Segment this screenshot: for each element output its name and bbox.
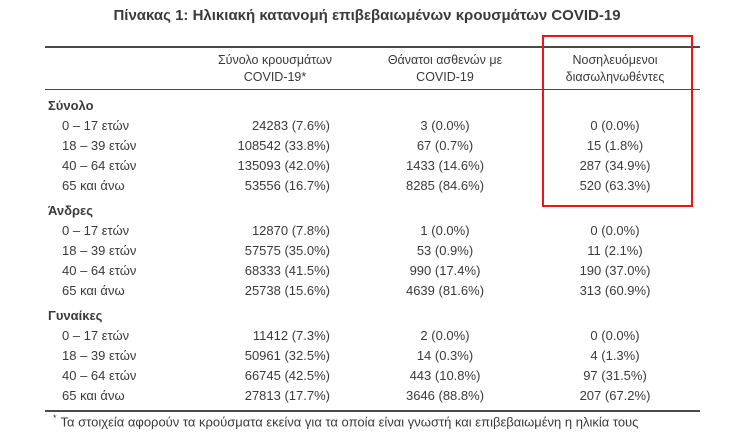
footnote-marker: * [53,413,57,423]
table-row: 65 και άνω 53556 (16.7%) 8285 (84.6%) 52… [45,176,700,196]
table-row: 0 – 17 ετών 24283 (7.6%) 3 (0.0%) 0 (0.0… [45,116,700,136]
data-table: Σύνολο κρουσμάτων COVID-19* Θάνατοι ασθε… [45,46,700,412]
cases-value: 66745 (42.5%) [244,368,330,383]
footnote: * Τα στοιχεία αφορούν τα κρούσματα εκείνα… [53,410,638,430]
deaths-value: 67 (0.7%) [416,138,474,153]
intubated-value: 4 (1.3%) [590,348,640,363]
cases-value: 108542 (33.8%) [237,138,330,153]
table-bottom-rule [45,410,700,412]
cases-value: 53556 (16.7%) [244,178,330,193]
age-label: 40 – 64 ετών [62,158,137,173]
footnote-text: Τα στοιχεία αφορούν τα κρούσματα εκείνα … [60,414,639,430]
age-label: 18 – 39 ετών [62,243,137,258]
cases-value: 57575 (35.0%) [244,243,330,258]
group-label-total: Σύνολο [48,98,94,113]
table-row: 40 – 64 ετών 68333 (41.5%) 990 (17.4%) 1… [45,261,700,281]
intubated-value: 0 (0.0%) [590,118,640,133]
cases-value: 12870 (7.8%) [251,223,330,238]
intubated-value: 15 (1.8%) [586,138,644,153]
age-label: 65 και άνω [62,283,125,298]
deaths-value: 3 (0.0%) [420,118,470,133]
deaths-value: 8285 (84.6%) [405,178,485,193]
intubated-value: 207 (67.2%) [579,388,651,403]
cases-value: 11412 (7.3%) [252,328,330,343]
age-label: 0 – 17 ετών [62,223,130,238]
table-row: 18 – 39 ετών 50961 (32.5%) 14 (0.3%) 4 (… [45,346,700,366]
intubated-value: 0 (0.0%) [590,223,640,238]
header-col-cases: Σύνολο κρουσμάτων COVID-19* [190,52,360,86]
table-header: Σύνολο κρουσμάτων COVID-19* Θάνατοι ασθε… [45,48,700,89]
deaths-value: 1 (0.0%) [420,223,470,238]
age-label: 0 – 17 ετών [62,328,130,343]
intubated-value: 11 (2.1%) [587,243,643,258]
cases-value: 68333 (41.5%) [244,263,330,278]
header-col-cases-line2: COVID-19* [243,69,307,84]
deaths-value: 1433 (14.6%) [405,158,485,173]
deaths-value: 443 (10.8%) [409,368,481,383]
table-row: 40 – 64 ετών 135093 (42.0%) 1433 (14.6%)… [45,156,700,176]
table-row: 40 – 64 ετών 66745 (42.5%) 443 (10.8%) 9… [45,366,700,386]
deaths-value: 53 (0.9%) [416,243,474,258]
header-col-deaths-line1: Θάνατοι ασθενών με [387,52,503,67]
age-label: 40 – 64 ετών [62,263,137,278]
cases-value: 25738 (15.6%) [244,283,330,298]
table-body: Σύνολο 0 – 17 ετών 24283 (7.6%) 3 (0.0%)… [45,90,700,410]
age-label: 18 – 39 ετών [62,348,137,363]
table-row: 65 και άνω 27813 (17.7%) 3646 (88.8%) 20… [45,386,700,406]
page-title: Πίνακας 1: Ηλικιακή κατανομή επιβεβαιωμέ… [113,7,621,24]
header-col-cases-line1: Σύνολο κρουσμάτων [217,52,333,67]
intubated-value: 0 (0.0%) [590,328,640,343]
deaths-value: 14 (0.3%) [416,348,474,363]
header-col-intubated: Νοσηλευόμενοι διασωληνωθέντες [530,52,700,86]
header-col-deaths: Θάνατοι ασθενών με COVID-19 [360,52,530,86]
deaths-value: 2 (0.0%) [420,328,470,343]
group-label-men: Άνδρες [48,203,93,218]
intubated-value: 313 (60.9%) [579,283,651,298]
age-label: 18 – 39 ετών [62,138,137,153]
header-col-deaths-line2: COVID-19 [416,69,474,84]
table-row: 0 – 17 ετών 11412 (7.3%) 2 (0.0%) 0 (0.0… [45,326,700,346]
age-label: 65 και άνω [62,388,125,403]
header-col-intubated-line2: διασωληνωθέντες [565,69,665,84]
age-label: 0 – 17 ετών [62,118,130,133]
table-row: 0 – 17 ετών 12870 (7.8%) 1 (0.0%) 0 (0.0… [45,221,700,241]
cases-value: 27813 (17.7%) [244,388,330,403]
header-col-intubated-line1: Νοσηλευόμενοι [572,52,658,67]
table-row: 18 – 39 ετών 57575 (35.0%) 53 (0.9%) 11 … [45,241,700,261]
cases-value: 135093 (42.0%) [237,158,330,173]
section-label-row: Γυναίκες [45,306,700,326]
intubated-value: 520 (63.3%) [579,178,651,193]
age-label: 40 – 64 ετών [62,368,137,383]
table-header-rule [45,89,700,90]
deaths-value: 4639 (81.6%) [405,283,485,298]
intubated-value: 190 (37.0%) [579,263,651,278]
deaths-value: 990 (17.4%) [409,263,481,278]
section-label-row: Άνδρες [45,201,700,221]
intubated-value: 287 (34.9%) [579,158,651,173]
section-label-row: Σύνολο [45,96,700,116]
cases-value: 50961 (32.5%) [244,348,330,363]
intubated-value: 97 (31.5%) [583,368,647,383]
cases-value: 24283 (7.6%) [251,118,330,133]
table-row: 65 και άνω 25738 (15.6%) 4639 (81.6%) 31… [45,281,700,301]
age-label: 65 και άνω [62,178,125,193]
group-label-women: Γυναίκες [48,308,103,323]
deaths-value: 3646 (88.8%) [405,388,485,403]
table-row: 18 – 39 ετών 108542 (33.8%) 67 (0.7%) 15… [45,136,700,156]
table-top-rule [45,46,700,48]
